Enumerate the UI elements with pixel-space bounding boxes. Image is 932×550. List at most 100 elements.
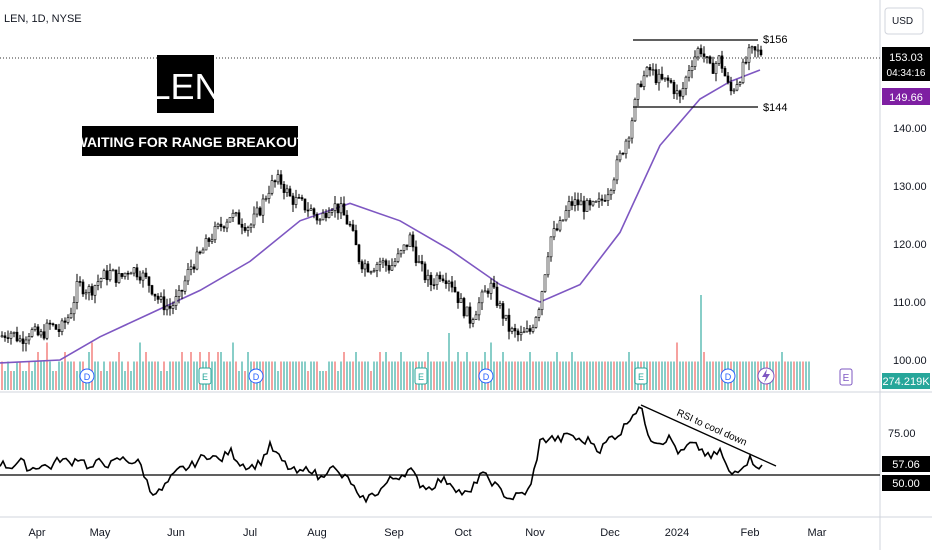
candle: [240, 223, 244, 228]
volume-bar: [661, 361, 663, 390]
volume-bar: [619, 361, 621, 390]
candle: [399, 250, 403, 255]
dividend-marker[interactable]: [79, 368, 95, 384]
volume-bar: [508, 361, 510, 390]
time-tick: Mar: [808, 527, 827, 539]
rsi-trendline[interactable]: [640, 404, 777, 467]
volume-bar: [352, 361, 354, 390]
volume-bar: [358, 361, 360, 390]
time-tick: Jun: [167, 527, 185, 539]
price-candles: [0, 43, 763, 352]
dividend-marker[interactable]: [720, 368, 736, 384]
candle: [18, 338, 22, 342]
earnings-marker[interactable]: [414, 367, 428, 385]
volume-bar: [544, 361, 546, 390]
candle: [288, 188, 292, 197]
volume-bar: [4, 371, 6, 390]
volume-bar: [337, 371, 339, 390]
candle: [675, 90, 679, 95]
candle: [321, 212, 325, 221]
volume-bar: [307, 371, 309, 390]
volume-bar: [370, 371, 372, 390]
price-tick: 100.00: [893, 355, 927, 367]
candle: [135, 267, 139, 278]
candle: [741, 61, 745, 83]
candle: [669, 80, 673, 83]
volume-bar: [223, 361, 225, 390]
earnings-marker[interactable]: [198, 367, 212, 385]
earnings-marker[interactable]: [634, 367, 648, 385]
rsi-tick-75: 75.00: [888, 428, 916, 440]
candle: [513, 328, 517, 332]
candle: [303, 198, 307, 211]
candle: [393, 261, 397, 266]
event-label: D: [253, 372, 260, 382]
volume-bar: [97, 361, 99, 390]
dividend-marker[interactable]: [478, 368, 494, 384]
candle: [168, 305, 172, 309]
volume-bar: [316, 361, 318, 390]
volume-bar: [490, 342, 492, 390]
dividend-marker[interactable]: [248, 368, 264, 384]
candle: [681, 88, 685, 97]
currency-label: USD: [892, 16, 913, 27]
candle: [225, 221, 229, 229]
currency-button[interactable]: [884, 7, 924, 35]
rsi-line: [0, 406, 763, 504]
volume-bar: [190, 352, 192, 390]
candle: [294, 197, 298, 205]
candle: [21, 338, 25, 344]
volume-bar: [547, 361, 549, 390]
candle: [270, 180, 274, 194]
time-axis[interactable]: Apr May Jun Jul Aug Sep Oct Nov Dec 2024 Feb Mar: [28, 527, 826, 539]
candle: [408, 234, 412, 247]
volume-bar: [613, 361, 615, 390]
candle: [723, 68, 727, 77]
candle: [573, 199, 577, 206]
candle: [603, 200, 607, 202]
candle: [186, 269, 190, 282]
candle: [363, 263, 367, 270]
candle: [720, 55, 724, 69]
candle: [207, 238, 211, 242]
candle: [555, 228, 559, 231]
volume-bar: [784, 361, 786, 390]
candle: [405, 244, 409, 247]
candle: [432, 284, 436, 286]
candle: [651, 69, 655, 71]
candle: [732, 89, 736, 92]
symbol-header[interactable]: LEN, 1D, NYSE: [4, 13, 82, 25]
candle: [114, 269, 118, 283]
candle: [438, 274, 442, 280]
volume-bar: [577, 361, 579, 390]
volume-bar: [184, 361, 186, 390]
candle: [696, 48, 700, 58]
candle: [6, 337, 10, 339]
lightning-icon[interactable]: [757, 367, 775, 385]
candle: [279, 174, 283, 185]
volume-bar: [664, 361, 666, 390]
volume-bar: [436, 361, 438, 390]
price-axis[interactable]: 140.00 130.00 120.00 110.00 100.00: [893, 123, 927, 367]
candle: [600, 198, 604, 201]
volume-bar: [460, 361, 462, 390]
ma-value-badge: [882, 88, 930, 105]
volume-bar: [367, 361, 369, 390]
volume-bar: [595, 361, 597, 390]
volume-bar: [502, 352, 504, 390]
moving-average: [0, 69, 761, 364]
earnings-future-icon[interactable]: [839, 368, 853, 386]
event-label: E: [418, 372, 424, 382]
candle: [423, 263, 427, 281]
volume-bar: [16, 361, 18, 390]
volume-bar: [715, 361, 717, 390]
candle: [285, 188, 289, 193]
candle: [636, 83, 640, 100]
candle: [543, 274, 547, 292]
volume-bar: [121, 361, 123, 390]
volume-bar: [166, 371, 168, 390]
candle: [99, 278, 103, 283]
candle: [45, 322, 49, 339]
volume-bar: [622, 361, 624, 390]
volume-bar: [712, 361, 714, 390]
